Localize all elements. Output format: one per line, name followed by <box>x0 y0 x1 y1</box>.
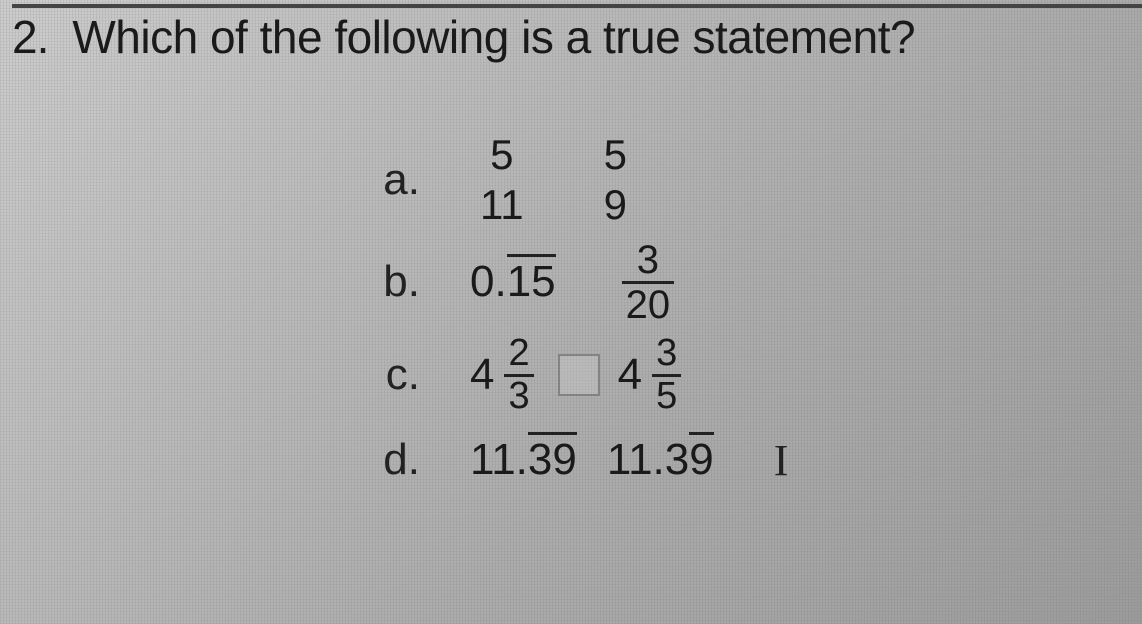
mixed-fraction: 2 3 <box>504 334 533 417</box>
fraction-numerator: 5 <box>604 130 627 180</box>
decimal-whole: 11.3 <box>607 435 689 484</box>
option-c-right-mixed: 4 3 5 <box>618 334 688 417</box>
fraction-denominator: 20 <box>622 281 675 326</box>
option-d-expression: 11.39 11.39 <box>470 435 714 485</box>
fraction-denominator: 3 <box>504 374 533 417</box>
option-b-expression: 0.15 3 20 <box>470 239 680 326</box>
fraction-denominator: 5 <box>652 374 681 417</box>
option-c-expression: 4 2 3 4 3 5 <box>470 334 687 417</box>
repeating-part: 39 <box>528 435 577 485</box>
repeating-part: 9 <box>689 435 713 485</box>
question-number: 2. <box>12 10 48 64</box>
option-a-right-fraction: 5 9 <box>604 130 627 231</box>
option-d-left-decimal: 11.39 <box>470 435 577 485</box>
question-row: 2. Which of the following is a true stat… <box>12 4 1142 80</box>
decimal-whole: 0. <box>470 257 507 306</box>
relation-placeholder-icon <box>558 354 600 396</box>
mixed-whole: 4 <box>470 350 494 400</box>
option-d-right-decimal: 11.39 <box>607 435 714 485</box>
fraction-numerator: 3 <box>652 334 681 374</box>
option-b-left-decimal: 0.15 <box>470 257 556 307</box>
option-c-label: c. <box>340 350 420 400</box>
fraction-numerator: 2 <box>504 334 533 374</box>
option-d-label: d. <box>340 435 420 485</box>
option-a-left-fraction: 5 11 <box>480 130 524 231</box>
option-d[interactable]: d. 11.39 11.39 I <box>340 435 1120 486</box>
fraction-denominator: 11 <box>480 180 524 230</box>
mixed-whole: 4 <box>618 350 642 400</box>
option-b-label: b. <box>340 257 420 307</box>
option-b[interactable]: b. 0.15 3 20 <box>340 239 1120 326</box>
option-c-left-mixed: 4 2 3 <box>470 334 540 417</box>
text-cursor-icon: I <box>774 435 789 486</box>
mixed-fraction: 3 5 <box>652 334 681 417</box>
question-text: Which of the following is a true stateme… <box>72 10 915 64</box>
fraction-denominator: 9 <box>604 180 627 230</box>
option-a[interactable]: a. 5 11 5 9 <box>340 130 1120 231</box>
option-a-expression: 5 11 5 9 <box>470 130 637 231</box>
repeating-part: 15 <box>507 257 556 307</box>
option-b-right-fraction: 3 20 <box>622 239 675 326</box>
option-c[interactable]: c. 4 2 3 4 3 5 <box>340 334 1120 417</box>
option-a-label: a. <box>340 155 420 205</box>
fraction-numerator: 3 <box>633 239 663 281</box>
decimal-whole: 11. <box>470 435 528 484</box>
options-container: a. 5 11 5 9 b. 0.15 3 20 c <box>340 130 1120 494</box>
fraction-numerator: 5 <box>490 130 513 180</box>
